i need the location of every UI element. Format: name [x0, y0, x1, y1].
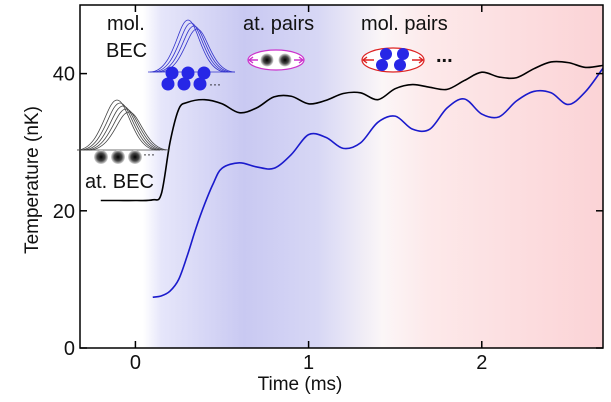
- annotation-mol-pairs: mol. pairs: [361, 13, 448, 35]
- atom-sphere-icon: [260, 53, 274, 67]
- y-tick-label: 40: [53, 64, 75, 86]
- atomic-bec-illustration: ···: [76, 99, 170, 164]
- molecule-atom-icon: [193, 77, 207, 91]
- dots-icon: ···: [209, 77, 221, 91]
- series-line-blue: [152, 67, 603, 299]
- molecular-bec-illustration: ···: [148, 19, 236, 91]
- molecule-atom-icon: [376, 59, 388, 71]
- molecule-atom-icon: [394, 59, 406, 71]
- molecule-atom-icon: [165, 66, 179, 80]
- plot-frame: [79, 4, 604, 349]
- right-arrow-icon: [412, 56, 425, 64]
- series-line-black: [100, 60, 603, 202]
- x-tick-label: 2: [476, 352, 487, 374]
- left-arrow-icon: [247, 56, 258, 64]
- annotation-bec: BEC: [106, 40, 147, 62]
- atom-sphere-icon: [128, 150, 142, 164]
- molecule-atom-icon: [397, 48, 409, 60]
- y-axis-label: Temperature (nK): [22, 106, 43, 254]
- molecule-atom-icon: [380, 48, 392, 60]
- dots-icon: ···: [143, 147, 155, 161]
- annotation-ellipsis: ...: [436, 45, 453, 67]
- y-tick-label: 0: [64, 338, 75, 360]
- left-arrow-icon: [361, 56, 374, 64]
- atom-sphere-icon: [278, 53, 292, 67]
- y-tick-label: 20: [53, 201, 75, 223]
- atom-sphere-icon: [111, 150, 125, 164]
- molecular-pair-illustration: [361, 47, 425, 73]
- molecule-atom-icon: [197, 66, 211, 80]
- annotation-at-bec: at. BEC: [85, 171, 154, 193]
- atomic-pair-illustration: [247, 49, 305, 71]
- atomic-bec-gaussian-icon: [76, 99, 170, 151]
- molecule-atom-icon: [181, 66, 195, 80]
- molecule-atom-icon: [161, 77, 175, 91]
- molecule-atom-icon: [177, 77, 191, 91]
- series-layer: [100, 60, 603, 299]
- annotation-at-pairs: at. pairs: [243, 13, 314, 35]
- x-tick-label: 0: [130, 352, 141, 374]
- right-arrow-icon: [294, 56, 305, 64]
- annotation-mol: mol.: [107, 13, 145, 35]
- x-axis-label: Time (ms): [258, 374, 343, 395]
- atom-sphere-icon: [94, 150, 108, 164]
- x-tick-label: 1: [303, 352, 314, 374]
